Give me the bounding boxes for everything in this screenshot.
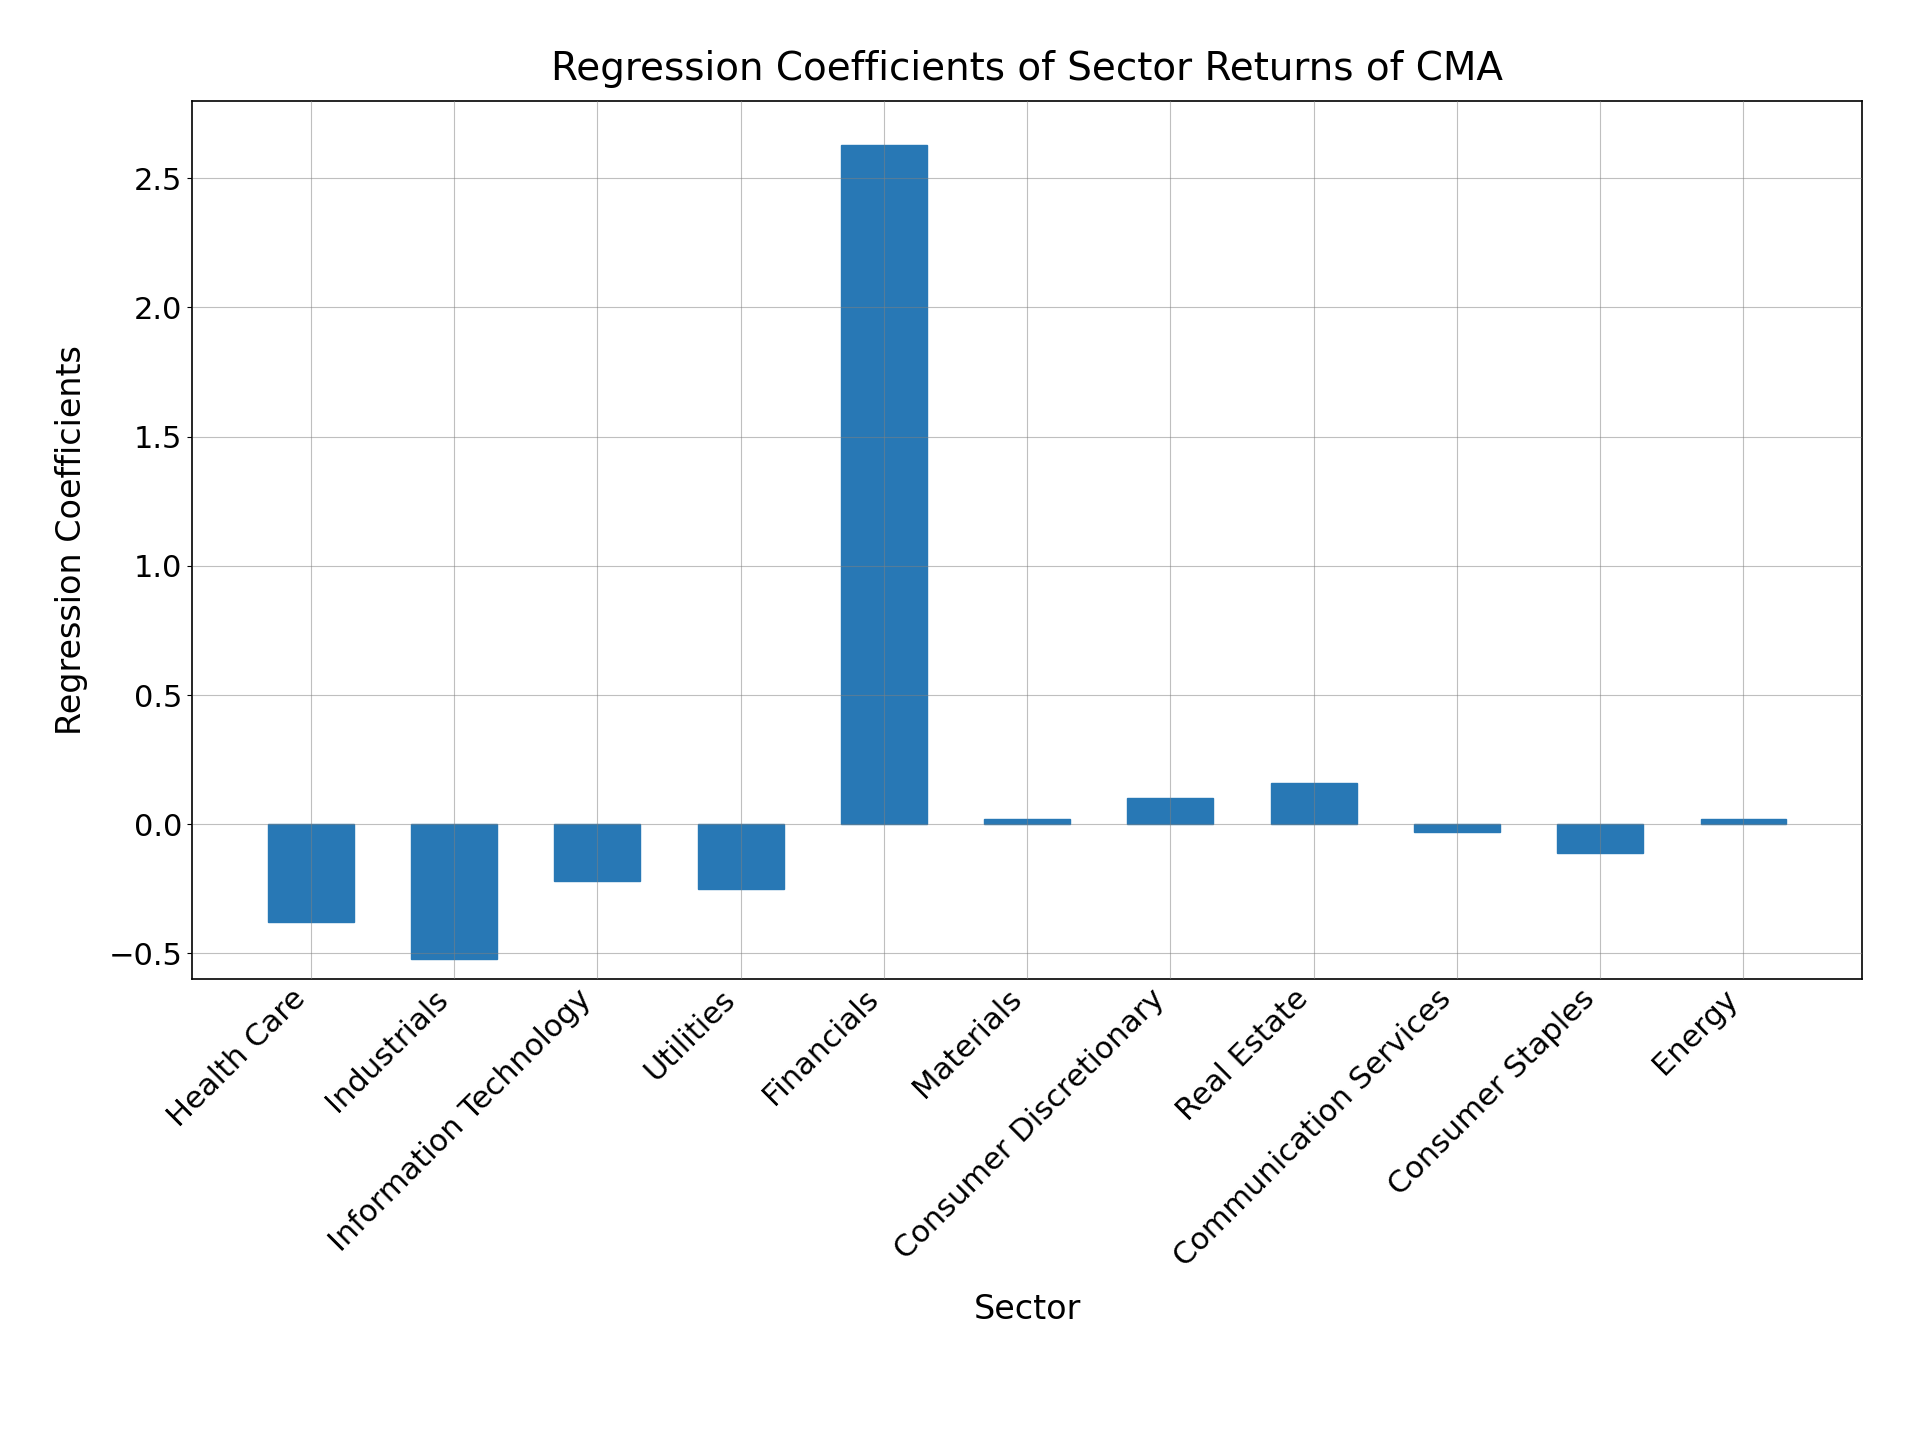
Bar (985, 819, 1069, 824)
X-axis label: Sector: Sector (973, 1293, 1081, 1326)
Bar (841, 145, 927, 824)
Bar (269, 824, 353, 923)
Bar (1271, 783, 1357, 824)
Bar (1413, 824, 1500, 832)
Bar (1127, 798, 1213, 824)
Bar (1701, 819, 1786, 824)
Bar (1557, 824, 1644, 852)
Bar (697, 824, 783, 888)
Title: Regression Coefficients of Sector Returns of CMA: Regression Coefficients of Sector Return… (551, 50, 1503, 88)
Y-axis label: Regression Coefficients: Regression Coefficients (54, 346, 88, 734)
Bar (411, 824, 497, 959)
Bar (555, 824, 641, 881)
